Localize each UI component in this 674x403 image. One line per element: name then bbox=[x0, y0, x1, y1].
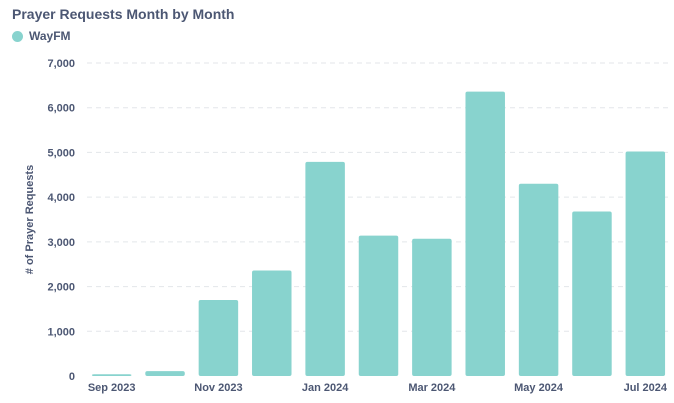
y-tick-label: 6,000 bbox=[47, 103, 75, 115]
bar-mar-2024[interactable] bbox=[412, 238, 452, 376]
bar-nov-2023[interactable] bbox=[198, 299, 239, 376]
y-tick-label: 1,000 bbox=[47, 326, 75, 338]
x-tick-label: Sep 2023 bbox=[88, 382, 136, 394]
x-tick-label: Jan 2024 bbox=[302, 382, 349, 394]
chart-title: Prayer Requests Month by Month bbox=[12, 6, 235, 22]
bars bbox=[91, 91, 666, 377]
y-tick-label: 7,000 bbox=[47, 58, 75, 70]
legend-label: WayFM bbox=[29, 29, 71, 43]
bar-jan-2024[interactable] bbox=[305, 161, 345, 376]
y-tick-label: 0 bbox=[69, 371, 75, 383]
bar-apr-2024[interactable] bbox=[465, 91, 505, 377]
x-tick-label: Mar 2024 bbox=[408, 382, 456, 394]
y-tick-label: 2,000 bbox=[47, 282, 75, 294]
y-axis-label: # of Prayer Requests bbox=[24, 165, 36, 274]
x-tick-label: Nov 2023 bbox=[194, 382, 242, 394]
y-axis-ticks: 0 1,000 2,000 3,000 4,000 5,000 6,000 7,000 bbox=[47, 58, 75, 383]
bar-dec-2023[interactable] bbox=[252, 270, 292, 376]
legend[interactable]: WayFM bbox=[12, 29, 71, 43]
bar-jul-2024[interactable] bbox=[625, 151, 666, 376]
legend-swatch bbox=[12, 30, 23, 42]
bar-sep-2023[interactable] bbox=[91, 374, 132, 376]
bar-may-2024[interactable] bbox=[518, 183, 559, 376]
y-tick-label: 5,000 bbox=[47, 147, 75, 159]
bar-feb-2024[interactable] bbox=[358, 235, 399, 376]
bar-jun-2024[interactable] bbox=[572, 211, 612, 376]
x-axis-ticks: Sep 2023 Nov 2023 Jan 2024 Mar 2024 May 2024… bbox=[88, 382, 668, 394]
x-tick-label: Jul 2024 bbox=[624, 382, 668, 394]
x-tick-label: May 2024 bbox=[514, 382, 564, 394]
y-tick-label: 3,000 bbox=[47, 237, 75, 249]
y-tick-label: 4,000 bbox=[47, 192, 75, 204]
bar-oct-2023[interactable] bbox=[145, 371, 185, 376]
